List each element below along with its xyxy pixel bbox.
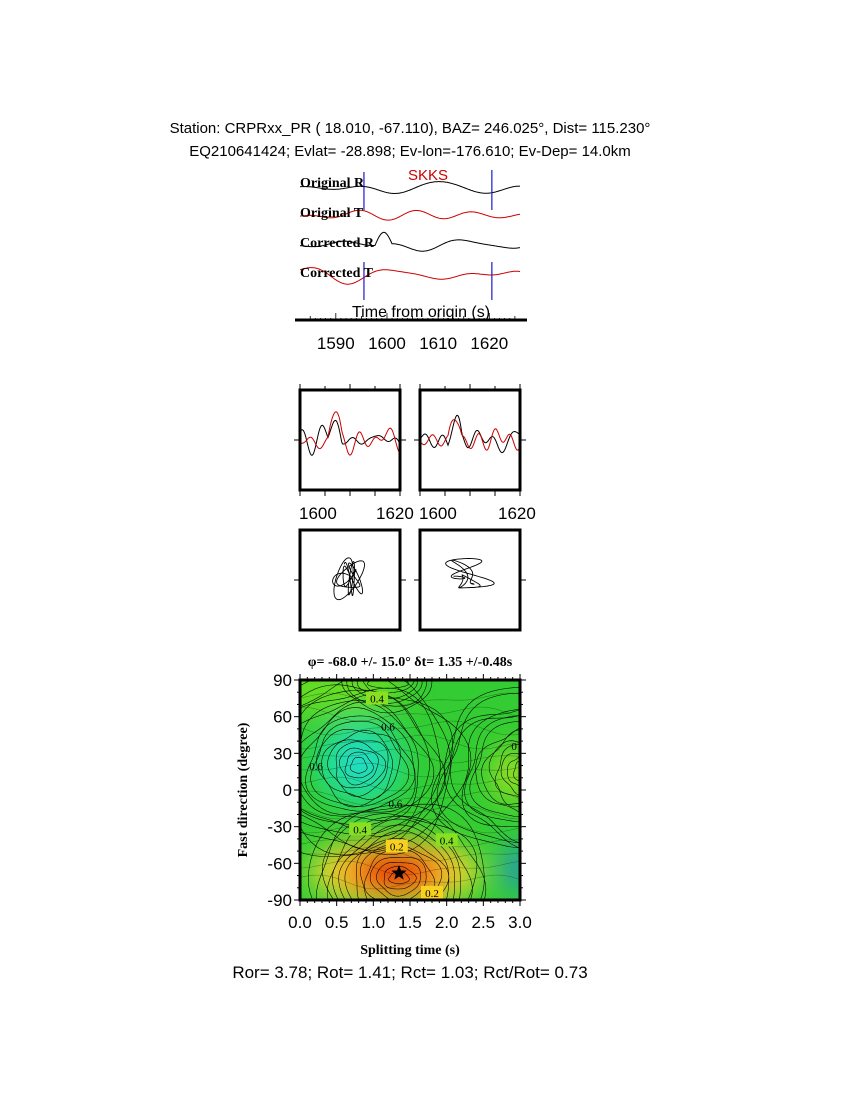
trace-label-original-r: Original R [300, 176, 365, 191]
map-ytick-label: 90 [273, 671, 292, 690]
slow-component-trace [420, 419, 520, 451]
map-xtick-label: 3.0 [508, 913, 532, 932]
slow-component-trace [300, 411, 400, 456]
fast-component-trace [420, 414, 520, 454]
map-ytick-label: -60 [267, 854, 292, 873]
waveform-tick-label: 1620 [498, 504, 536, 523]
contour-label: 0.4 [370, 694, 384, 706]
trace-corrected-r [299, 231, 521, 252]
particle-motion-right [414, 528, 526, 632]
contour-label: 0.2 [425, 888, 439, 900]
trace-original-r [299, 181, 520, 194]
contour-label: 0.6 [381, 722, 395, 734]
waveform-tick-label: 1600 [419, 504, 457, 523]
trace-label-corrected-r: Corrected R [300, 236, 375, 251]
particle-motion-path [332, 557, 365, 601]
trace-tick-label: 1590 [317, 334, 355, 353]
contour-label: 0.6 [309, 761, 323, 773]
map-xtick-label: 2.5 [472, 913, 496, 932]
map-ytick-label: -30 [267, 818, 292, 837]
splitting-title: φ= -68.0 +/- 15.0° δt= 1.35 +/-0.48s [308, 655, 513, 670]
map-ytick-label: 60 [273, 708, 292, 727]
waveform-panel-right [414, 384, 526, 496]
map-xtick-label: 1.0 [362, 913, 386, 932]
contour-label: 0.4 [440, 835, 454, 847]
contour-label: 0.6 [388, 799, 402, 811]
map-ytick-label: 0 [283, 781, 292, 800]
best-fit-star [391, 865, 407, 880]
trace-tick-label: 1610 [419, 334, 457, 353]
particle-motion-left [294, 528, 406, 632]
particle-motion-path [445, 558, 495, 589]
trace-xlabel: Time from origin (s) [352, 304, 490, 321]
event-info: EQ210641424; Evlat= -28.898; Ev-lon=-176… [189, 143, 631, 160]
contour-label: 0 [511, 741, 517, 753]
contour-label: 0.2 [390, 841, 404, 853]
trace-original-t [299, 209, 521, 221]
map-ytick-label: -90 [267, 891, 292, 910]
map-xtick-label: 1.5 [398, 913, 422, 932]
trace-tick-label: 1600 [368, 334, 406, 353]
contour-labels: 0.4 0.6 0.6 0.6 0.4 0.2 0.4 0.2 0 [309, 691, 517, 900]
station-info: Station: CRPRxx_PR ( 18.010, -67.110), B… [169, 120, 651, 137]
trace-ticks: 1590 1600 1610 1620 [309, 313, 516, 353]
trace-label-original-t: Original T [300, 206, 364, 221]
waveform-tick-label: 1620 [376, 504, 414, 523]
trace-corrected-t [299, 267, 521, 285]
map-ytick-label: 30 [273, 744, 292, 763]
contour-label: 0.4 [353, 824, 367, 836]
trace-tick-label: 1620 [470, 334, 508, 353]
map-xtick-label: 0.5 [325, 913, 349, 932]
seismogram-traces: Original R Original T Corrected R Correc… [295, 167, 527, 353]
phase-label: SKKS [408, 167, 448, 184]
splitting-energy-map: 0.4 0.6 0.6 0.6 0.4 0.2 0.4 0.2 0 [294, 674, 526, 906]
waveform-tick-label: 1600 [299, 504, 337, 523]
map-xtick-label: 2.0 [435, 913, 459, 932]
waveform-panel-left [294, 384, 406, 496]
map-xlabel: Splitting time (s) [360, 943, 460, 958]
map-xtick-label: 0.0 [288, 913, 312, 932]
map-ylabel: Fast direction (degree) [236, 722, 251, 857]
trace-label-corrected-t: Corrected T [300, 266, 374, 281]
fast-component-trace [300, 419, 400, 456]
ratio-summary: Ror= 3.78; Rot= 1.41; Rct= 1.03; Rct/Rot… [232, 963, 588, 982]
